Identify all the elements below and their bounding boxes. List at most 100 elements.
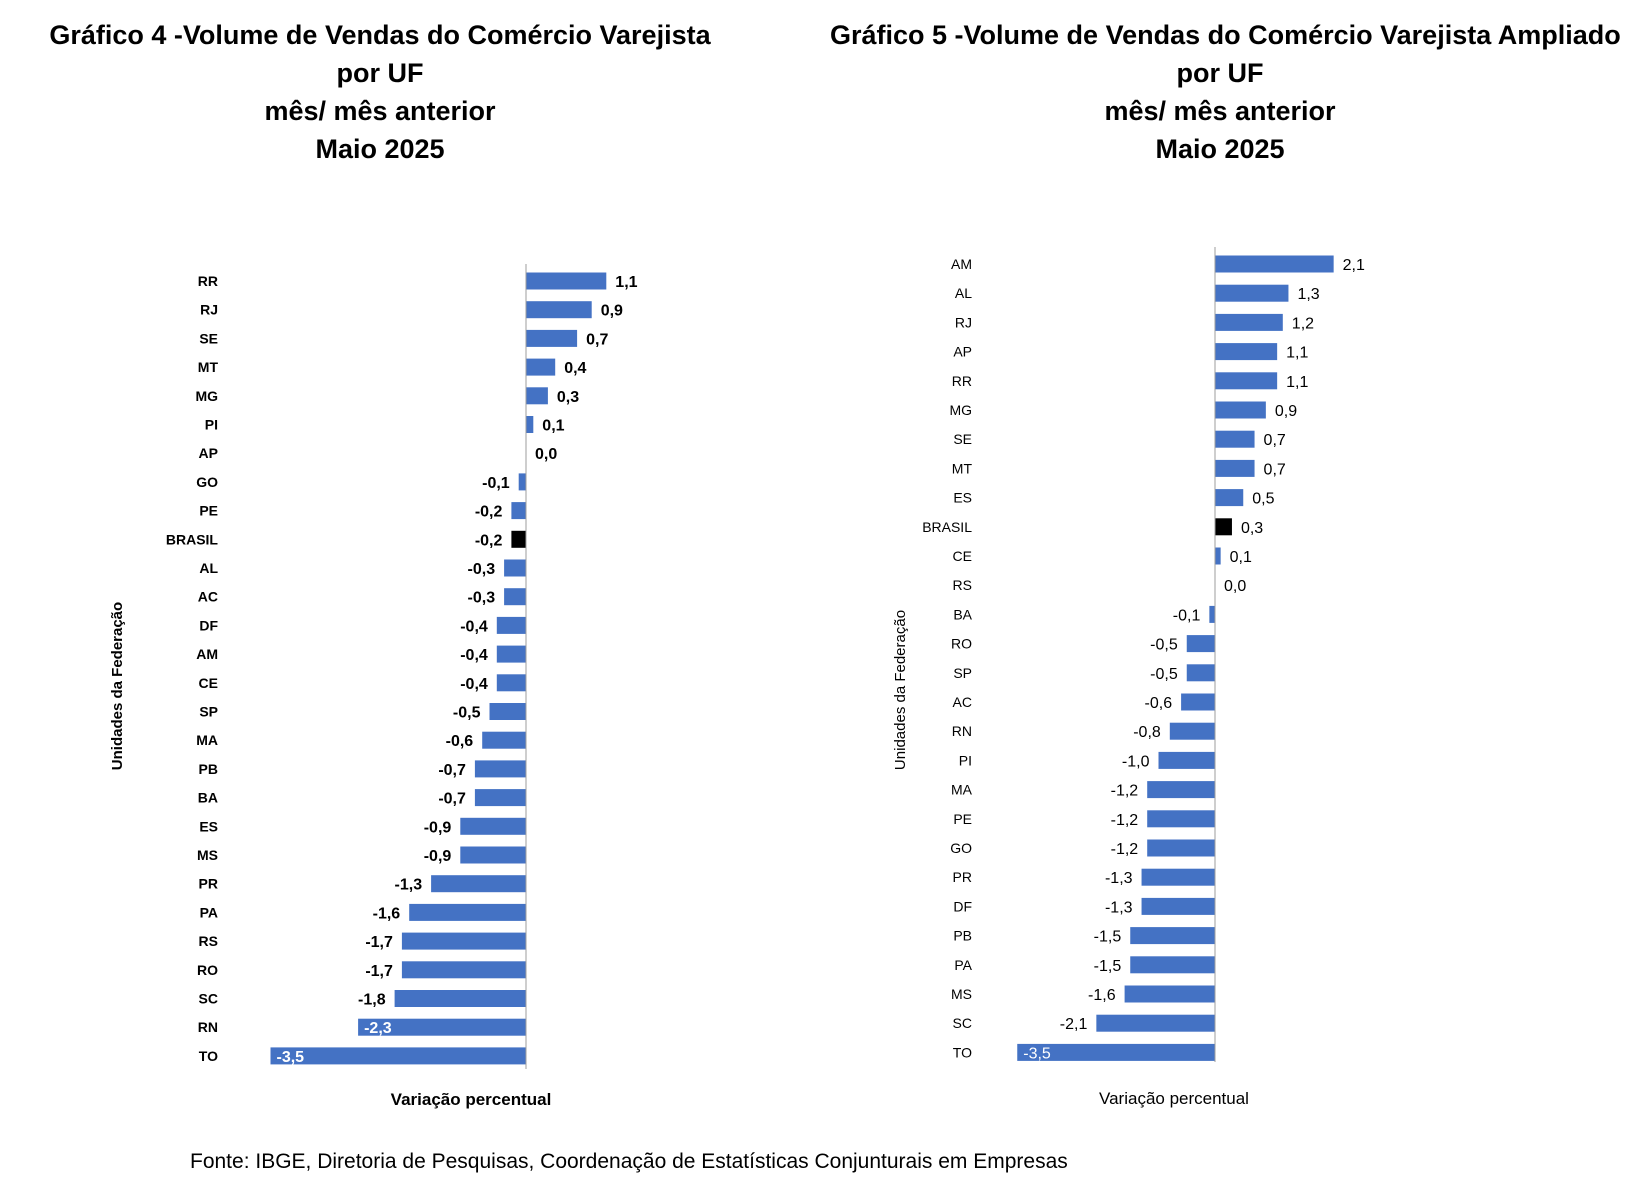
chart-1-bar-ce <box>496 674 526 692</box>
chart-2-bar-rr <box>1215 372 1278 390</box>
chart-1-category-label: GO <box>196 474 218 490</box>
chart-1-category-label: PA <box>200 904 218 920</box>
chart-2-data-label: -1,2 <box>1111 783 1139 800</box>
chart-2-bar-pe <box>1147 810 1215 828</box>
chart-1-category-label: RR <box>198 273 218 289</box>
chart-1-data-label: -0,4 <box>460 676 488 693</box>
chart-2-bar-es <box>1215 489 1244 507</box>
chart-1-bar-al <box>504 559 526 577</box>
chart-1-data-label: -0,6 <box>446 733 474 750</box>
chart-2-data-label: 2,1 <box>1343 257 1365 274</box>
chart-2-data-label: -0,1 <box>1173 607 1201 624</box>
chart-2-category-label: BA <box>953 606 972 622</box>
chart-2-category-label: MG <box>949 402 972 418</box>
chart-1-data-label: -1,7 <box>365 934 393 951</box>
chart-2-category-label: PA <box>954 957 972 973</box>
chart-2-bar-pa <box>1130 956 1215 974</box>
chart-2-title-line-3: mês/ mês anterior <box>1104 96 1336 126</box>
chart-1-category-label: DF <box>199 617 218 633</box>
chart-2-data-label: -1,3 <box>1105 899 1133 916</box>
chart-2-category-label: TO <box>953 1044 972 1060</box>
chart-1-bar-mt <box>526 358 556 376</box>
chart-2-category-label: ES <box>953 490 972 506</box>
chart-1-category-label: MA <box>196 732 218 748</box>
chart-2-bar-ma <box>1147 781 1215 799</box>
chart-2-bar-mg <box>1215 401 1266 419</box>
chart-1-bar-brasil <box>511 530 526 548</box>
chart-2-category-label: PR <box>953 869 972 885</box>
chart-1-data-label: -1,7 <box>365 963 393 980</box>
chart-1-data-label: -0,2 <box>475 504 503 521</box>
chart-1-bar-pr <box>431 875 526 893</box>
chart-1-bar-pi <box>526 416 534 433</box>
chart-1-data-label: -0,3 <box>468 590 496 607</box>
chart-2-bar-ba <box>1209 605 1215 623</box>
chart-1-category-label: AM <box>196 646 218 662</box>
chart-2-data-label: 0,7 <box>1264 461 1286 478</box>
chart-1-bar-pb <box>474 760 526 778</box>
chart-2-data-label: -1,5 <box>1094 929 1122 946</box>
chart-2-data-label: 0,3 <box>1241 520 1263 537</box>
chart-2-category-label: RN <box>952 723 972 739</box>
chart-2-data-label: 1,1 <box>1286 374 1308 391</box>
chart-2-data-label: -1,6 <box>1088 987 1116 1004</box>
chart-1-category-label: AP <box>199 445 218 461</box>
chart-2-data-label: -1,2 <box>1111 812 1139 829</box>
chart-1-category-label: PI <box>205 417 218 433</box>
chart-2-bar-rn <box>1169 722 1215 740</box>
chart-2-data-label: -0,5 <box>1150 637 1178 654</box>
chart-1-bar-df <box>496 616 526 634</box>
chart-1-category-label: AC <box>198 589 218 605</box>
chart-2-title: Gráfico 5 -Volume de Vendas do Comércio … <box>830 16 1621 168</box>
chart-2-bar-to <box>1017 1043 1215 1061</box>
chart-2-category-label: RJ <box>955 314 972 330</box>
chart-1-data-label: -0,1 <box>482 475 510 492</box>
chart-1-category-label: PE <box>199 503 218 519</box>
chart-1-data-label: 0,4 <box>564 360 586 377</box>
chart-2-data-label: 1,1 <box>1286 345 1308 362</box>
chart-1-data-label: -1,6 <box>373 905 401 922</box>
chart-1-data-label: -0,7 <box>438 762 466 779</box>
chart-2-category-label: AC <box>953 694 972 710</box>
chart-2-data-label: 0,5 <box>1252 491 1274 508</box>
chart-2-category-label: SC <box>953 1015 972 1031</box>
chart-1-data-label: 0,0 <box>535 446 557 463</box>
chart-1-bar-ac <box>504 588 526 606</box>
chart-1-data-label: -0,9 <box>424 819 452 836</box>
chart-1-bar-ma <box>482 731 526 749</box>
chart-1-title-line-4: Maio 2025 <box>315 134 445 164</box>
chart-1-title: Gráfico 4 -Volume de Vendas do Comércio … <box>0 16 760 168</box>
chart-2-data-label: -0,6 <box>1145 695 1173 712</box>
chart-2-category-label: CE <box>953 548 972 564</box>
chart-2-title-line-1: Gráfico 5 -Volume de Vendas do Comércio … <box>830 20 1621 50</box>
chart-1-data-label: -3,5 <box>277 1049 305 1066</box>
chart-1-data-label: -0,4 <box>460 618 488 635</box>
chart-1-data-label: -1,3 <box>395 877 423 894</box>
chart-2-bar-pr <box>1141 868 1215 886</box>
chart-2-data-label: -1,0 <box>1122 753 1150 770</box>
chart-1-data-label: 0,1 <box>542 418 564 435</box>
chart-1-category-label: ES <box>199 818 218 834</box>
chart-2-category-label: MS <box>951 986 972 1002</box>
chart-2-bar-brasil <box>1215 518 1232 536</box>
chart-1-bar-es <box>460 817 526 835</box>
chart-1-bar-rn <box>358 1018 526 1036</box>
chart-1-category-label: MS <box>197 847 218 863</box>
chart-2-bar-ro <box>1186 635 1215 653</box>
chart-2-category-label: DF <box>953 898 972 914</box>
chart-1-data-label: 0,9 <box>601 303 623 320</box>
chart-2-category-label: BRASIL <box>922 519 972 535</box>
chart-2-category-label: RO <box>951 636 972 652</box>
chart-1-bar-to <box>270 1047 526 1065</box>
chart-1-category-label: MT <box>198 359 219 375</box>
chart-2-bar-sc <box>1096 1014 1215 1032</box>
chart-2-category-label: PB <box>953 928 972 944</box>
chart-2-data-label: 1,3 <box>1297 286 1319 303</box>
chart-1-bar-am <box>496 645 526 663</box>
chart-2-data-label: -2,1 <box>1060 1016 1088 1033</box>
chart-1-category-label: TO <box>199 1048 218 1064</box>
chart-2-category-label: PI <box>959 752 972 768</box>
chart-1-title-line-3: mês/ mês anterior <box>264 96 496 126</box>
chart-2-data-label: 0,0 <box>1224 578 1246 595</box>
chart-2-category-label: RS <box>953 577 972 593</box>
